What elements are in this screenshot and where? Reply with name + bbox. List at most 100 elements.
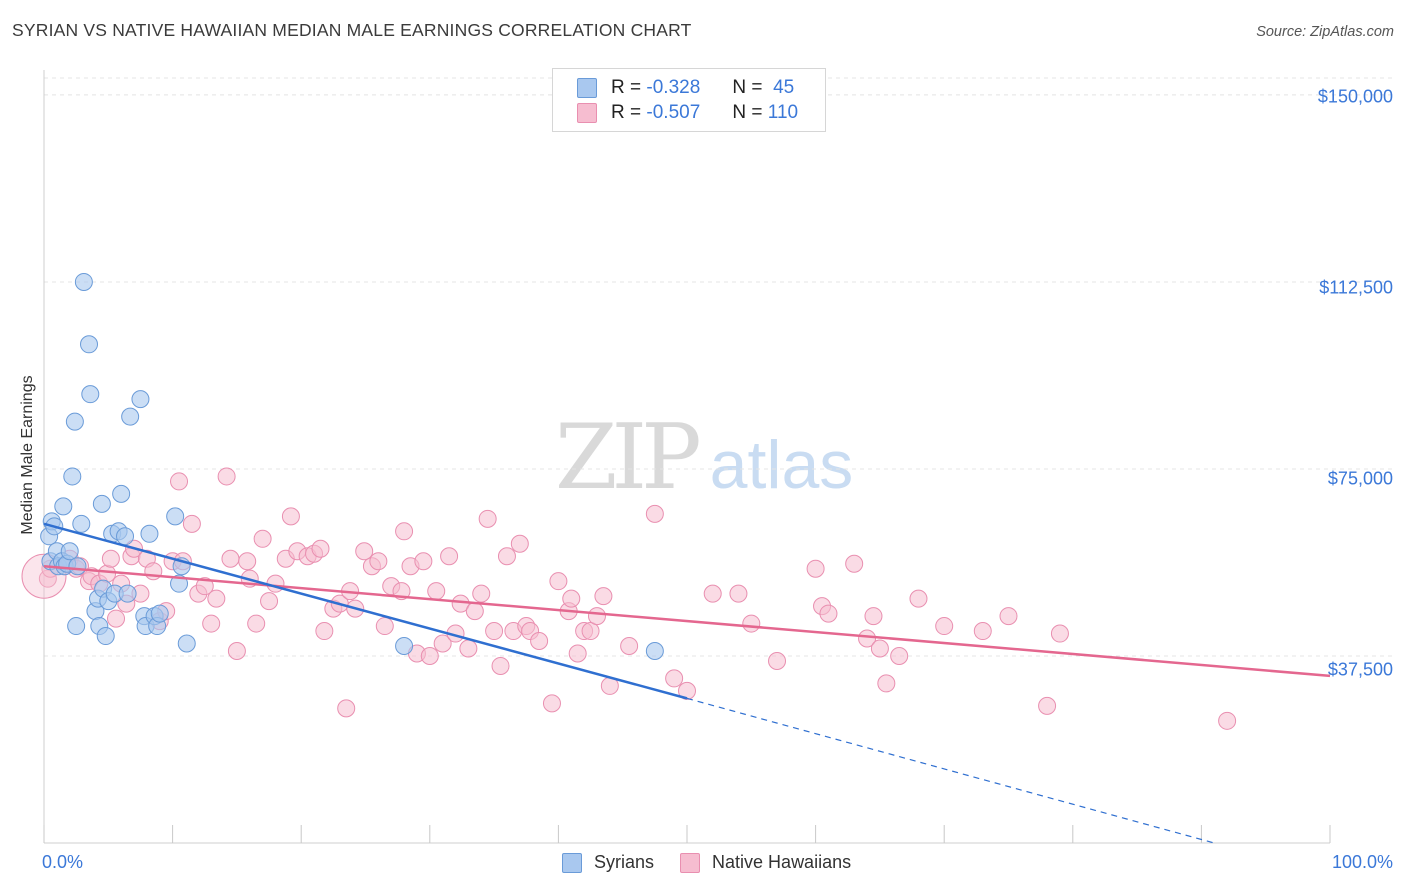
watermark-atlas: atlas bbox=[709, 427, 854, 503]
legend-label-syrians: Syrians bbox=[594, 852, 655, 872]
native-hawaiian-point bbox=[665, 669, 684, 688]
syrian-point bbox=[166, 507, 185, 526]
legend-r-label: R = bbox=[611, 102, 642, 123]
native-hawaiian-point bbox=[337, 699, 356, 718]
native-hawaiian-point bbox=[375, 617, 394, 636]
native-hawaiian-point bbox=[645, 504, 664, 523]
syrians-swatch bbox=[562, 852, 582, 873]
native-hawaiian-point bbox=[420, 646, 439, 665]
y-tick-label: $150,000 bbox=[1317, 86, 1393, 107]
native-hawaiian-point bbox=[98, 564, 117, 583]
native-hawaiian-point bbox=[472, 584, 491, 603]
syrian-point bbox=[60, 542, 79, 561]
native-hawaiian-point bbox=[355, 542, 374, 561]
legend-item-native-hawaiians[interactable]: Native Hawaiians bbox=[680, 852, 851, 873]
syrian-point bbox=[80, 335, 99, 354]
syrians-swatch bbox=[577, 78, 597, 98]
native-hawaiian-point bbox=[530, 632, 549, 651]
legend-item-syrians[interactable]: Syrians bbox=[562, 852, 654, 873]
native-hawaiian-point bbox=[260, 592, 279, 611]
native-hawaiian-point bbox=[195, 577, 214, 596]
native-hawaiian-point bbox=[594, 587, 613, 606]
native-hawaiian-point bbox=[845, 554, 864, 573]
native-hawaiian-point bbox=[562, 589, 581, 608]
native-hawaiian-point bbox=[170, 472, 189, 491]
native-hawaiian-point bbox=[465, 602, 484, 621]
syrian-point bbox=[395, 637, 414, 656]
syrian-point bbox=[72, 514, 91, 533]
watermark-zip: ZIP bbox=[555, 405, 702, 510]
syrian-point bbox=[645, 641, 664, 660]
native-hawaiian-point bbox=[253, 529, 272, 548]
x-tick-label-left: 0.0% bbox=[42, 852, 84, 872]
native-hawaiian-point bbox=[568, 644, 587, 663]
native-hawaiian-point bbox=[427, 582, 446, 601]
syrian-point bbox=[177, 634, 196, 653]
series-legend: Syrians Native Hawaiians bbox=[562, 852, 877, 873]
native-hawaiian-point bbox=[858, 629, 877, 648]
native-hawaiians-swatch bbox=[577, 103, 597, 123]
native-hawaiian-point bbox=[729, 584, 748, 603]
native-hawaiian-point bbox=[806, 559, 825, 578]
syrian-point bbox=[81, 385, 100, 404]
y-tick-label: $37,500 bbox=[1327, 659, 1393, 680]
legend-r-label: R = bbox=[611, 77, 642, 98]
syrian-point bbox=[131, 390, 150, 409]
native-hawaiian-point bbox=[221, 549, 240, 568]
native-hawaiian-point bbox=[433, 634, 452, 653]
native-hawaiian-point bbox=[440, 547, 459, 566]
native-hawaiian-point bbox=[703, 584, 722, 603]
syrian-point bbox=[140, 524, 159, 543]
syrian-point bbox=[118, 584, 137, 603]
native-hawaiian-point bbox=[678, 681, 696, 700]
native-hawaiian-point bbox=[182, 514, 201, 533]
native-hawaiian-point bbox=[549, 572, 568, 591]
native-hawaiian-point bbox=[768, 651, 787, 670]
legend-n-value: 110 bbox=[767, 102, 799, 123]
native-hawaiian-point bbox=[202, 614, 221, 633]
native-hawaiian-point bbox=[1038, 696, 1057, 715]
native-hawaiian-point bbox=[369, 552, 388, 571]
legend-row-native-hawaiians: R = -0.507 N = 110 bbox=[577, 102, 798, 124]
native-hawaiian-point bbox=[497, 547, 516, 566]
native-hawaiian-point bbox=[620, 637, 639, 656]
native-hawaiian-point bbox=[311, 539, 330, 558]
native-hawaiian-point bbox=[909, 589, 928, 608]
watermark: ZIP atlas bbox=[555, 405, 853, 510]
x-tick-label-right: 100.0% bbox=[1331, 852, 1393, 872]
native-hawaiian-point bbox=[742, 614, 761, 633]
native-hawaiian-point bbox=[315, 622, 334, 641]
native-hawaiian-point bbox=[485, 622, 504, 641]
native-hawaiian-point bbox=[1218, 711, 1237, 730]
native-hawaiian-point bbox=[217, 467, 236, 486]
y-tick-label: $112,500 bbox=[1319, 277, 1393, 298]
native-hawaiian-point bbox=[238, 552, 257, 571]
syrian-trend-extension bbox=[686, 697, 1215, 844]
native-hawaiian-point bbox=[227, 641, 246, 660]
native-hawaiian-point bbox=[877, 674, 896, 693]
syrian-point bbox=[116, 527, 135, 546]
native-hawaiian-point bbox=[478, 509, 497, 528]
native-hawaiian-point bbox=[395, 522, 414, 541]
syrian-point bbox=[68, 557, 87, 576]
syrian-point bbox=[121, 407, 140, 426]
syrian-trend-line bbox=[43, 522, 688, 700]
legend-n-label: N = bbox=[732, 102, 763, 123]
native-hawaiian-point bbox=[870, 639, 889, 658]
native-hawaiians-swatch bbox=[680, 852, 701, 873]
source-label: Source: ZipAtlas.com bbox=[1256, 24, 1394, 40]
legend-label-native-hawaiians: Native Hawaiians bbox=[712, 852, 852, 872]
syrian-point bbox=[74, 272, 93, 291]
native-hawaiian-point bbox=[101, 549, 120, 568]
native-hawaiian-point bbox=[207, 589, 226, 608]
syrian-point bbox=[96, 627, 115, 646]
native-hawaiian-point bbox=[414, 552, 433, 571]
y-axis-label: Median Male Earnings bbox=[19, 375, 36, 535]
legend-row-syrians: R = -0.328 N = 45 bbox=[577, 77, 794, 99]
native-hawaiian-point bbox=[510, 534, 529, 553]
legend-n-label: N = bbox=[732, 77, 763, 98]
chart-title: SYRIAN VS NATIVE HAWAIIAN MEDIAN MALE EA… bbox=[12, 20, 692, 40]
legend-n-value: 45 bbox=[773, 77, 795, 98]
native-hawaiian-point bbox=[973, 622, 992, 641]
